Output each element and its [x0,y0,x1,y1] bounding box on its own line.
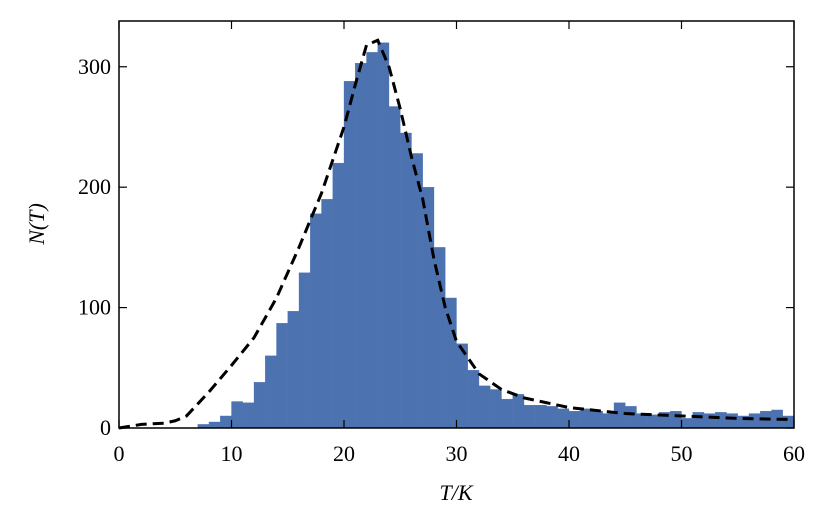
x-axis-label: T/K [439,480,473,505]
y-tick-label: 300 [78,54,111,79]
bar [647,414,660,429]
bar [602,413,615,429]
bar [242,402,255,429]
x-tick-label: 10 [221,441,243,466]
bar [343,81,356,429]
bar [220,415,232,429]
bar [366,52,378,429]
x-tick-label: 60 [783,441,805,466]
y-tick-label: 0 [100,415,111,440]
bar [467,370,480,429]
x-tick-label: 0 [114,441,125,466]
y-tick-label: 100 [78,295,111,320]
bar [478,385,491,429]
bar [265,355,277,429]
bar [625,406,637,429]
bar [208,421,221,429]
x-tick-label: 30 [446,441,468,466]
bar [388,106,401,429]
bar [276,323,288,429]
bar [535,404,547,429]
x-tick-label: 40 [558,441,580,466]
fit-curve [118,38,795,430]
bar [591,410,603,429]
y-axis-label: N(T) [24,203,49,246]
bar [400,132,412,429]
y-tick-label: 200 [78,174,111,199]
bar [433,247,446,429]
bar [692,412,705,429]
bar [557,408,570,429]
bar [568,410,581,429]
bar [748,413,761,429]
bar [411,153,423,429]
bar [580,408,592,429]
x-tick-label: 50 [671,441,693,466]
bar [670,410,682,429]
bar [287,311,300,429]
bar [681,418,693,429]
bar [490,389,502,429]
bar [377,42,390,429]
bar [501,398,513,429]
bar [613,402,626,429]
bar [231,401,243,429]
bar [310,213,322,429]
bar [456,343,468,429]
bar [298,272,311,429]
bar [332,162,345,429]
bar [546,406,558,429]
bar [512,394,525,429]
bar [715,412,727,429]
bar [726,413,738,429]
bar [355,62,367,429]
x-tick-label: 20 [333,441,355,466]
bar [523,404,536,429]
bar [321,199,333,429]
bar [445,297,457,429]
bar [782,415,795,429]
bar [253,382,266,429]
